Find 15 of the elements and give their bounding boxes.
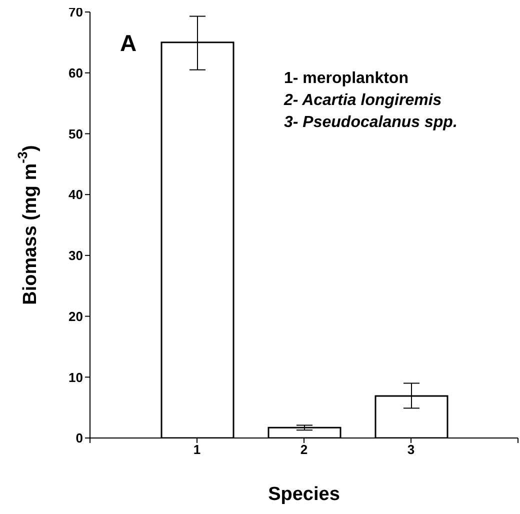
y-tick-label: 30 bbox=[68, 248, 83, 264]
y-tick-label: 0 bbox=[76, 430, 83, 446]
y-tick-label: 50 bbox=[68, 126, 83, 142]
x-tick-label: 3 bbox=[407, 442, 415, 458]
annotation: 2- Acartia longiremis bbox=[284, 91, 443, 111]
annotation: A bbox=[120, 30, 137, 57]
y-tick-label: 20 bbox=[68, 308, 83, 324]
x-tick-label: 1 bbox=[193, 442, 201, 458]
x-axis-title: Species bbox=[268, 484, 340, 505]
annotation: 1- meroplankton bbox=[284, 69, 410, 89]
x-tick-label: 2 bbox=[300, 442, 308, 458]
y-tick-label: 40 bbox=[68, 187, 83, 202]
y-tick-label: 60 bbox=[68, 65, 83, 80]
annotation: 3- Pseudocalanus spp. bbox=[284, 113, 458, 133]
y-tick-label: 10 bbox=[68, 370, 83, 385]
